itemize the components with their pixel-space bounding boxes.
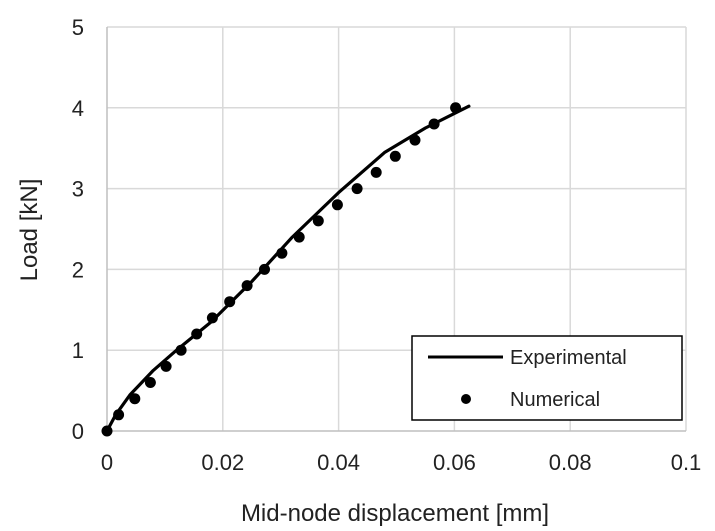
numerical-point <box>276 247 288 259</box>
x-axis-title: Mid-node displacement [mm] <box>241 500 549 527</box>
numerical-point <box>175 344 187 356</box>
legend-label-experimental: Experimental <box>510 347 627 369</box>
numerical-point <box>312 215 324 227</box>
numerical-point <box>293 231 305 243</box>
y-tick-label: 1 <box>72 338 84 363</box>
numerical-point <box>370 166 382 178</box>
tick-labels: 0 0.02 0.04 0.06 0.08 0.1 0 1 2 3 4 5 <box>72 15 702 475</box>
legend-label-numerical: Numerical <box>510 389 600 411</box>
grid-lines <box>106 26 687 432</box>
numerical-point <box>224 296 236 308</box>
legend: Experimental Numerical <box>411 335 683 421</box>
numerical-point <box>241 280 253 292</box>
numerical-point <box>160 360 172 372</box>
legend-box <box>411 335 683 421</box>
numerical-point <box>259 263 270 275</box>
numerical-point <box>101 425 113 437</box>
numerical-point <box>191 328 203 340</box>
numerical-point <box>113 409 125 421</box>
y-tick-label: 3 <box>72 177 84 202</box>
numerical-point <box>144 377 156 388</box>
x-tick-label: 0.06 <box>433 450 476 475</box>
y-tick-label: 4 <box>72 96 84 121</box>
numerical-point <box>206 312 218 324</box>
legend-marker-numerical <box>461 394 471 404</box>
y-axis-title: Load [kN] <box>16 179 43 282</box>
x-tick-label: 0.02 <box>201 450 244 475</box>
x-tick-label: 0.1 <box>671 450 702 475</box>
numerical-point <box>331 199 343 211</box>
numerical-point <box>409 134 421 146</box>
y-tick-label: 2 <box>72 257 84 282</box>
y-tick-label: 0 <box>72 419 84 444</box>
x-tick-label: 0 <box>101 450 113 475</box>
x-tick-label: 0.04 <box>317 450 360 475</box>
y-tick-label: 5 <box>72 15 84 40</box>
numerical-point <box>129 393 141 405</box>
numerical-point <box>450 102 462 114</box>
numerical-point <box>351 183 363 195</box>
numerical-point <box>389 150 401 162</box>
series-numerical <box>101 102 462 437</box>
x-tick-label: 0.08 <box>549 450 592 475</box>
numerical-point <box>428 118 440 130</box>
